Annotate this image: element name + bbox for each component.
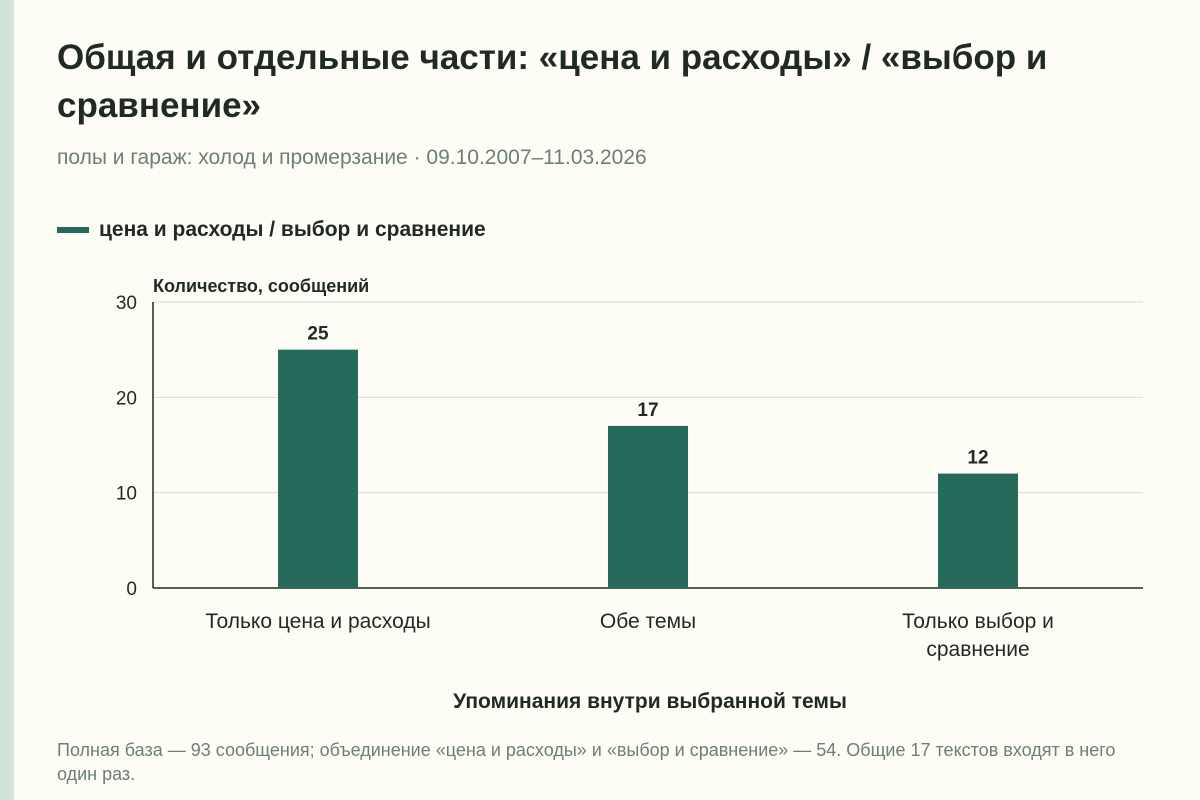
x-tick-label: Только выбор и xyxy=(902,610,1054,633)
bar-value-label: 12 xyxy=(967,448,988,469)
y-axis-label: Количество, сообщений xyxy=(153,276,369,296)
x-tick-label: сравнение xyxy=(926,638,1029,661)
x-axis-label: Упоминания внутри выбранной темы xyxy=(453,690,847,713)
y-tick-label: 30 xyxy=(116,293,137,314)
chart-title: Общая и отдельные части: «цена и расходы… xyxy=(57,38,1048,125)
bars-layer xyxy=(278,349,1018,588)
x-tick-label: Обе темы xyxy=(600,610,696,633)
bar-value-label: 25 xyxy=(307,324,329,345)
labels-layer: 0 10 20 30 25 Только цена и расходы 17 Обе темы… xyxy=(116,293,1054,661)
bar xyxy=(278,349,358,588)
x-tick-label: Только цена и расходы xyxy=(205,610,430,633)
chart-subtitle: полы и гараж: холод и промерзание · 09.1… xyxy=(57,146,647,169)
y-tick-label: 0 xyxy=(126,579,137,600)
bar-value-label: 17 xyxy=(637,400,658,421)
legend-swatch xyxy=(57,227,89,233)
footnote: Полная база — 93 сообщения; объединение … xyxy=(57,740,1116,784)
legend-label: цена и расходы / выбор и сравнение xyxy=(99,218,486,241)
legend: цена и расходы / выбор и сравнение xyxy=(57,218,486,242)
left-accent-bar xyxy=(0,0,14,800)
bar xyxy=(608,425,688,588)
bar xyxy=(938,473,1018,588)
y-tick-label: 20 xyxy=(116,388,137,409)
y-tick-label: 10 xyxy=(116,484,137,505)
